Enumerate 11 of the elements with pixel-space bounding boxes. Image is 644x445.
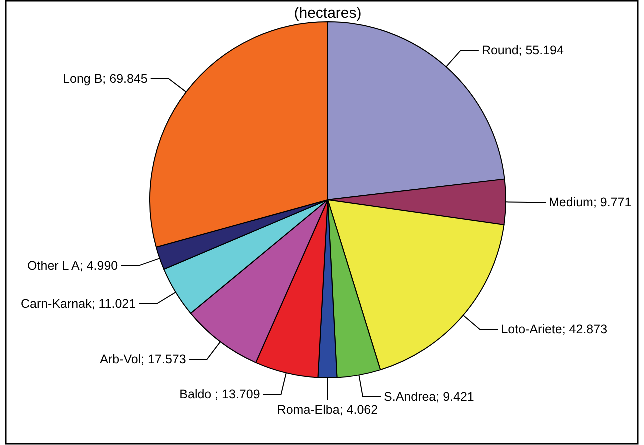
slice-label: Round; 55.194 xyxy=(482,44,564,58)
slice-label: Loto-Ariete; 42.873 xyxy=(501,322,608,337)
slice-label: Baldo ; 13.709 xyxy=(180,387,260,402)
slice-label: Medium; 9.771 xyxy=(548,195,632,210)
slice-label: S.Andrea; 9.421 xyxy=(384,390,474,404)
slice-label: Carn-Karnak; 11.021 xyxy=(20,296,136,311)
chart-title: (hectares) xyxy=(294,5,362,22)
slice-label: Roma-Elba; 4.062 xyxy=(277,403,378,417)
slice-label: Arb-Vol; 17.573 xyxy=(100,352,186,366)
slice-label: Long B; 69.845 xyxy=(63,72,148,86)
slice-label: Other L A; 4.990 xyxy=(28,258,118,273)
